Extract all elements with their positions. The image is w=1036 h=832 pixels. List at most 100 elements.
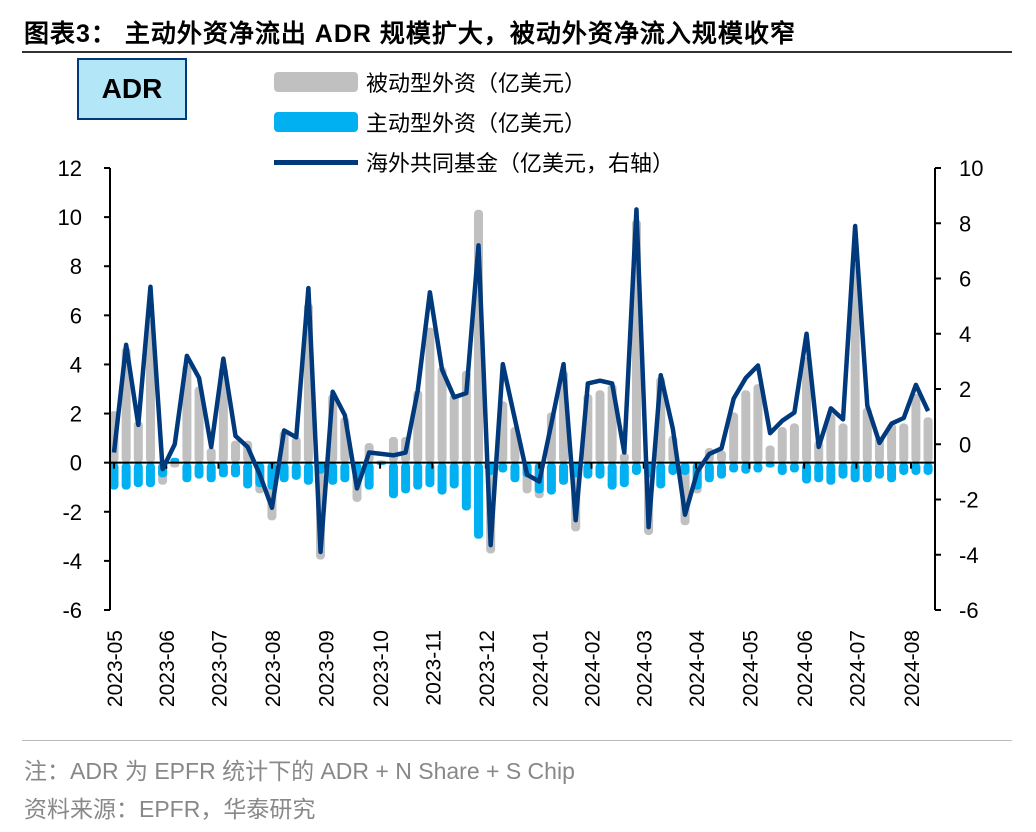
x-tick-label: 2024-08 bbox=[901, 630, 924, 707]
passive-bar bbox=[911, 393, 921, 463]
mutual-fund-line bbox=[111, 207, 931, 555]
active-bar bbox=[595, 462, 605, 479]
passive-bar bbox=[170, 462, 180, 468]
active-bar bbox=[862, 462, 872, 483]
passive-bar bbox=[194, 386, 204, 463]
active-bar bbox=[717, 462, 726, 479]
active-bar bbox=[607, 462, 617, 490]
active-bar bbox=[850, 462, 860, 483]
legend-item-passive: 被动型外资（亿美元） bbox=[274, 62, 674, 102]
passive-bar bbox=[206, 447, 216, 463]
passive-bar bbox=[729, 412, 739, 463]
active-bar bbox=[461, 462, 471, 511]
right-tick-label: 4 bbox=[959, 322, 971, 347]
active-bar bbox=[753, 462, 763, 473]
active-bar bbox=[279, 462, 289, 483]
legend-item-mutual-fund: 海外共同基金（亿美元，右轴） bbox=[274, 142, 674, 182]
x-tick-label: 2024-02 bbox=[581, 630, 604, 707]
left-tick-label: 2 bbox=[70, 402, 82, 427]
active-bar bbox=[121, 462, 131, 490]
active-bar bbox=[401, 462, 411, 494]
active-bar bbox=[680, 462, 690, 475]
x-tick-label: 2024-05 bbox=[739, 630, 762, 707]
active-bar bbox=[133, 462, 143, 488]
active-bar bbox=[425, 462, 435, 488]
legend-item-active: 主动型外资（亿美元） bbox=[274, 102, 674, 142]
active-bar bbox=[194, 462, 204, 479]
x-tick-label: 2024-07 bbox=[846, 630, 869, 707]
x-tick-label: 2023-07 bbox=[208, 630, 231, 707]
passive-bar bbox=[850, 263, 860, 463]
active-bar bbox=[437, 462, 447, 495]
passive-bar bbox=[899, 423, 909, 463]
active-bar bbox=[340, 462, 350, 483]
x-tick-label: 2023-12 bbox=[476, 630, 499, 707]
active-bar bbox=[182, 462, 192, 483]
active-bar bbox=[303, 462, 313, 485]
active-bar bbox=[206, 462, 216, 483]
active-bar bbox=[619, 462, 629, 488]
passive-bar bbox=[231, 440, 240, 463]
active-bar bbox=[243, 462, 253, 489]
x-tick-label: 2024-04 bbox=[686, 630, 709, 707]
legend-label-passive: 被动型外资（亿美元） bbox=[366, 71, 587, 96]
passive-bar bbox=[437, 366, 447, 463]
active-bar bbox=[789, 462, 799, 473]
active-bar bbox=[328, 462, 338, 485]
left-tick-label: 4 bbox=[70, 352, 82, 377]
right-tick-label: 10 bbox=[959, 156, 983, 181]
left-tick-label: -6 bbox=[62, 598, 82, 623]
legend-label-active: 主动型外资（亿美元） bbox=[366, 111, 587, 136]
active-bar bbox=[826, 462, 836, 485]
left-tick-label: 8 bbox=[70, 254, 82, 279]
active-bar bbox=[449, 462, 459, 489]
active-bar bbox=[413, 462, 423, 490]
active-bar bbox=[498, 462, 508, 473]
x-tick-label: 2023-08 bbox=[262, 630, 285, 707]
active-bar bbox=[729, 462, 739, 473]
right-tick-label: 8 bbox=[959, 211, 971, 236]
active-bar bbox=[474, 462, 483, 539]
active-bar bbox=[546, 462, 556, 495]
passive-bar bbox=[717, 450, 726, 463]
active-bar bbox=[170, 457, 180, 463]
left-tick-label: 12 bbox=[58, 156, 82, 181]
passive-bar bbox=[741, 390, 751, 463]
x-tick-label: 2023-05 bbox=[104, 630, 127, 707]
active-bar bbox=[231, 462, 240, 478]
active-bar bbox=[838, 462, 848, 479]
active-bar bbox=[777, 462, 787, 475]
right-tick-label: -6 bbox=[959, 598, 979, 623]
passive-bar bbox=[388, 436, 398, 463]
passive-bar bbox=[449, 393, 459, 463]
active-bar bbox=[109, 462, 119, 490]
x-tick-label: 2024-03 bbox=[634, 630, 657, 707]
passive-bar bbox=[425, 327, 435, 463]
left-tick-label: 6 bbox=[70, 303, 82, 328]
passive-bar bbox=[923, 417, 933, 463]
right-tick-label: -4 bbox=[959, 543, 979, 568]
active-bar bbox=[510, 462, 520, 483]
active-bar bbox=[559, 462, 569, 485]
active-bar bbox=[814, 462, 824, 483]
active-bar bbox=[583, 462, 593, 479]
active-bar bbox=[364, 462, 374, 490]
passive-bar bbox=[777, 427, 787, 463]
right-tick-label: 6 bbox=[959, 267, 971, 292]
left-tick-label: 0 bbox=[70, 451, 82, 476]
passive-bar bbox=[826, 413, 836, 463]
passive-bar bbox=[887, 423, 897, 463]
x-tick-label: 2024-06 bbox=[794, 630, 817, 707]
source-note: 资料来源：EPFR，华泰研究 bbox=[24, 796, 316, 822]
passive-bar bbox=[765, 445, 775, 463]
passive-bar bbox=[291, 436, 301, 463]
active-bar bbox=[668, 462, 678, 475]
title-divider bbox=[22, 51, 1012, 53]
active-bar bbox=[218, 462, 228, 478]
passive-bar bbox=[753, 384, 763, 463]
active-bar bbox=[704, 462, 714, 483]
active-bar bbox=[656, 462, 666, 489]
footer-divider bbox=[22, 740, 1012, 741]
right-tick-label: 0 bbox=[959, 432, 971, 457]
